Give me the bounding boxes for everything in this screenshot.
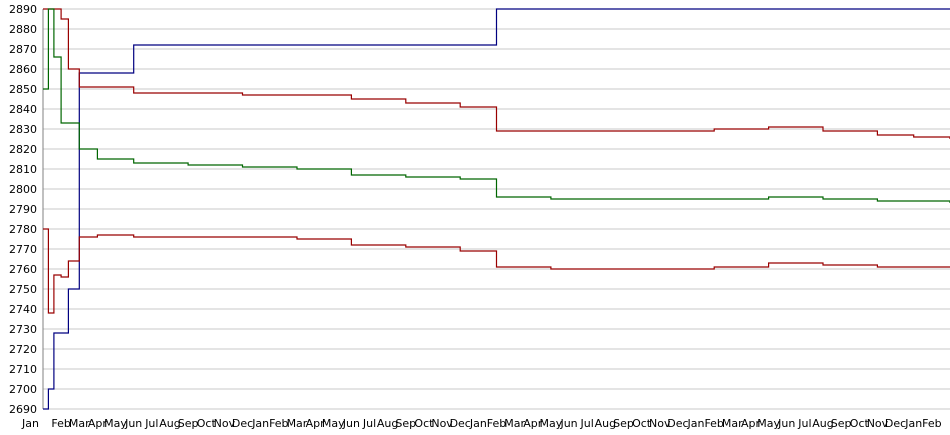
x-tick-label: Jun <box>124 417 142 430</box>
x-tick-label: Dec <box>450 417 471 430</box>
x-tick-label: May <box>104 417 127 430</box>
series-line-3 <box>43 8 950 203</box>
x-tick-label: Dec <box>885 417 906 430</box>
x-tick-label: Feb <box>704 417 723 430</box>
series-line-2 <box>43 8 950 139</box>
y-tick-label: 2690 <box>9 403 37 416</box>
x-tick-label: Sep <box>613 417 634 430</box>
x-tick-label: Nov <box>867 417 889 430</box>
x-tick-label: Oct <box>850 417 870 430</box>
y-tick-label: 2780 <box>9 223 37 236</box>
x-tick-label: Apr <box>741 417 761 430</box>
x-tick-label: Jan <box>469 417 487 430</box>
grid-lines <box>43 8 950 410</box>
x-tick-label: Oct <box>632 417 652 430</box>
x-tick-label: Jul <box>797 417 811 430</box>
x-tick-label: Jul <box>144 417 158 430</box>
series-lines <box>43 8 950 410</box>
x-tick-label: May <box>322 417 345 430</box>
x-tick-label: Sep <box>178 417 199 430</box>
y-tick-label: 2760 <box>9 263 37 276</box>
x-tick-label: Apr <box>88 417 108 430</box>
x-tick-label: Aug <box>377 417 398 430</box>
x-tick-label: Jan <box>21 417 39 430</box>
y-tick-label: 2770 <box>9 243 37 256</box>
x-tick-label: Jun <box>559 417 577 430</box>
y-tick-label: 2800 <box>9 183 37 196</box>
x-tick-label: Nov <box>649 417 671 430</box>
y-tick-label: 2860 <box>9 63 37 76</box>
x-tick-label: Oct <box>414 417 434 430</box>
x-tick-label: Jun <box>342 417 360 430</box>
x-tick-label: Feb <box>269 417 288 430</box>
y-tick-label: 2790 <box>9 203 37 216</box>
x-tick-label: Apr <box>306 417 326 430</box>
x-tick-label: Apr <box>523 417 543 430</box>
y-tick-label: 2720 <box>9 343 37 356</box>
y-tick-label: 2890 <box>9 3 37 16</box>
x-tick-label: Feb <box>922 417 941 430</box>
series-line-1 <box>43 8 950 410</box>
y-tick-label: 2700 <box>9 383 37 396</box>
x-tick-label: Dec <box>232 417 253 430</box>
x-tick-label: Jan <box>904 417 922 430</box>
y-tick-label: 2730 <box>9 323 37 336</box>
y-tick-label: 2850 <box>9 83 37 96</box>
x-tick-label: Jan <box>251 417 269 430</box>
y-axis: 2690 2700 2710 2720 2730 2740 2750 2760 2770 2780… <box>9 3 44 416</box>
y-tick-label: 2820 <box>9 143 37 156</box>
y-tick-label: 2870 <box>9 43 37 56</box>
x-tick-label: May <box>757 417 780 430</box>
y-tick-label: 2830 <box>9 123 37 136</box>
x-tick-label: Jul <box>362 417 376 430</box>
x-tick-label: Aug <box>812 417 833 430</box>
x-tick-label: Nov <box>214 417 236 430</box>
x-tick-label: Jul <box>580 417 594 430</box>
x-tick-label: Oct <box>197 417 217 430</box>
x-tick-label: Mar <box>504 417 525 430</box>
x-tick-label: Sep <box>831 417 852 430</box>
y-tick-label: 2810 <box>9 163 37 176</box>
y-tick-label: 2710 <box>9 363 37 376</box>
x-tick-label: Dec <box>667 417 688 430</box>
x-tick-label: Feb <box>51 417 70 430</box>
y-tick-label: 2880 <box>9 23 37 36</box>
x-tick-label: Aug <box>159 417 180 430</box>
x-tick-label: Sep <box>395 417 416 430</box>
y-tick-label: 2840 <box>9 103 37 116</box>
x-tick-label: Mar <box>722 417 743 430</box>
y-tick-label: 2750 <box>9 283 37 296</box>
x-tick-label: May <box>540 417 563 430</box>
x-tick-label: Mar <box>287 417 308 430</box>
series-line-4 <box>43 228 950 314</box>
x-tick-label: Nov <box>431 417 453 430</box>
x-tick-label: Jan <box>687 417 705 430</box>
y-tick-label: 2740 <box>9 303 37 316</box>
x-tick-label: Aug <box>595 417 616 430</box>
x-tick-label: Feb <box>487 417 506 430</box>
x-tick-label: Jun <box>777 417 795 430</box>
x-tick-label: Mar <box>69 417 90 430</box>
